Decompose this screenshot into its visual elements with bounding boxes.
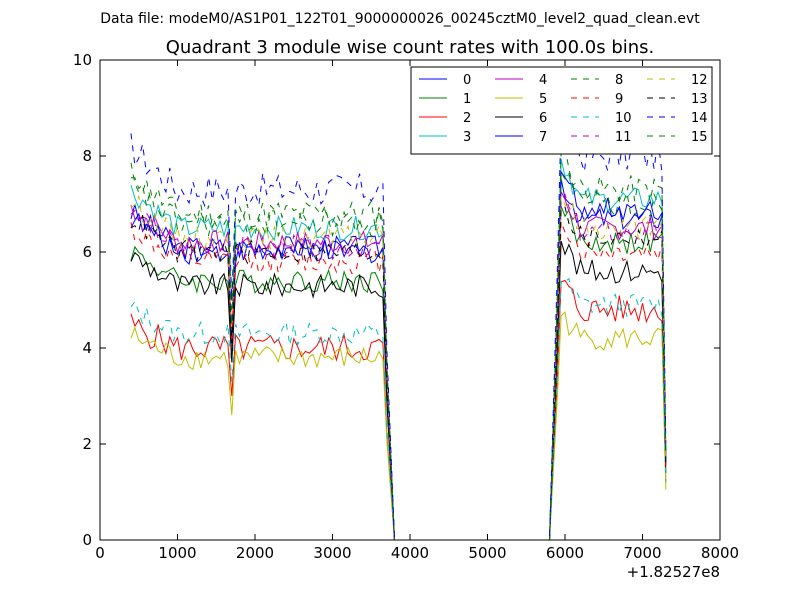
y-tick-label: 0 bbox=[82, 531, 92, 549]
x-tick-label: 1000 bbox=[158, 544, 196, 562]
y-tick-label: 4 bbox=[82, 339, 92, 357]
series-line-3 bbox=[130, 158, 667, 541]
legend-label: 8 bbox=[615, 73, 623, 88]
legend-label: 7 bbox=[539, 130, 547, 145]
legend-label: 3 bbox=[463, 130, 471, 145]
series-line-2 bbox=[130, 279, 667, 541]
suptitle: Data file: modeM0/AS1P01_122T01_90000000… bbox=[100, 11, 700, 27]
series-line-9 bbox=[130, 221, 667, 541]
y-tick-label: 8 bbox=[82, 147, 92, 165]
x-tick-label: 6000 bbox=[546, 544, 584, 562]
legend-label: 2 bbox=[463, 111, 471, 126]
y-tick-label: 10 bbox=[73, 51, 92, 69]
series-layer bbox=[130, 104, 667, 541]
legend-label: 14 bbox=[691, 111, 708, 126]
x-tick-label: 7000 bbox=[623, 544, 661, 562]
x-offset-label: +1.82527e8 bbox=[627, 563, 720, 581]
series-line-11 bbox=[130, 193, 667, 541]
x-tick-label: 3000 bbox=[313, 544, 351, 562]
legend-label: 4 bbox=[539, 73, 547, 88]
chart-title: Quadrant 3 module wise count rates with … bbox=[166, 37, 655, 58]
legend-label: 9 bbox=[615, 92, 623, 107]
legend-label: 0 bbox=[463, 73, 471, 88]
legend-label: 1 bbox=[463, 92, 471, 107]
x-tick-label: 2000 bbox=[236, 544, 274, 562]
y-tick-label: 2 bbox=[82, 435, 92, 453]
series-line-7 bbox=[130, 170, 667, 541]
series-line-6 bbox=[130, 241, 667, 541]
y-tick-label: 6 bbox=[82, 243, 92, 261]
series-line-15 bbox=[131, 170, 667, 541]
series-line-5 bbox=[130, 311, 667, 541]
legend-label: 5 bbox=[539, 92, 547, 107]
series-line-13 bbox=[130, 206, 667, 541]
series-line-8 bbox=[130, 145, 667, 541]
x-tick-label: 8000 bbox=[701, 544, 739, 562]
legend-label: 11 bbox=[615, 130, 632, 145]
x-tick-label: 0 bbox=[95, 544, 105, 562]
legend-label: 15 bbox=[691, 130, 708, 145]
legend-label: 6 bbox=[539, 111, 547, 126]
series-line-12 bbox=[130, 194, 667, 541]
series-line-10 bbox=[130, 277, 667, 541]
series-line-14 bbox=[130, 104, 667, 541]
series-line-0 bbox=[130, 178, 667, 541]
x-tick-label: 4000 bbox=[391, 544, 429, 562]
legend-label: 12 bbox=[691, 73, 708, 88]
legend-label: 10 bbox=[615, 111, 632, 126]
series-line-1 bbox=[130, 206, 667, 541]
x-tick-label: 5000 bbox=[468, 544, 506, 562]
legend-box bbox=[410, 66, 713, 155]
legend-label: 13 bbox=[691, 92, 708, 107]
